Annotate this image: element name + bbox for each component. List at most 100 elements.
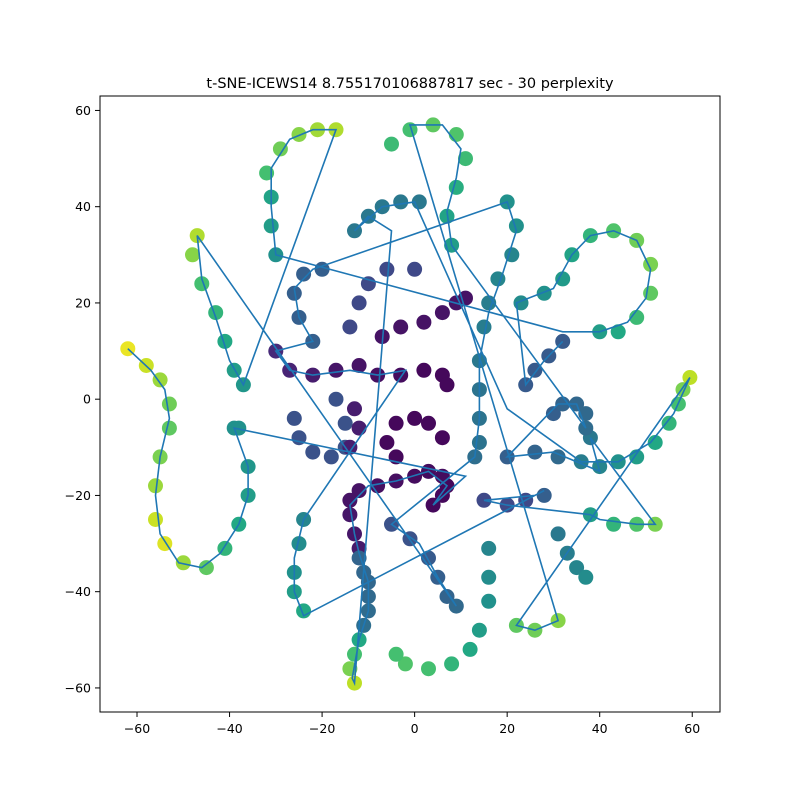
scatter-markers	[120, 117, 698, 691]
scatter-point	[458, 151, 473, 167]
scatter-point	[439, 377, 455, 393]
scatter-point	[578, 569, 594, 585]
scatter-point	[296, 266, 312, 282]
y-tick-label: −20	[65, 488, 91, 503]
x-tick-label: 60	[684, 721, 700, 736]
scatter-point	[444, 656, 460, 672]
scatter-point	[545, 406, 561, 422]
y-tick-label: −60	[65, 680, 91, 695]
scatter-point	[481, 569, 497, 585]
scatter-point	[434, 430, 450, 446]
scatter-point	[421, 661, 436, 677]
scatter-point	[550, 526, 566, 542]
scatter-point	[148, 512, 163, 527]
scatter-point	[291, 127, 307, 142]
x-tick-label: −20	[309, 721, 335, 736]
scatter-point	[402, 122, 418, 138]
scatter-point	[610, 324, 626, 340]
scatter-point	[471, 622, 487, 638]
scatter-point	[481, 540, 497, 556]
y-tick-label: −40	[65, 584, 91, 599]
scatter-point	[342, 507, 358, 523]
series-line	[127, 124, 691, 687]
scatter-point	[416, 314, 432, 330]
scatter-point	[421, 415, 436, 431]
scatter-point	[393, 194, 409, 210]
scatter-point	[476, 319, 492, 335]
scatter-point	[458, 290, 473, 306]
scatter-point	[481, 295, 497, 311]
scatter-point	[351, 295, 367, 311]
scatter-point	[337, 415, 353, 431]
scatter-point	[439, 589, 455, 604]
scatter-point	[416, 362, 432, 378]
scatter-point	[448, 127, 464, 142]
x-tick-label: 20	[499, 721, 515, 736]
y-axis: −60 −40 −20 0 20 40 60	[65, 103, 100, 695]
scatter-point	[347, 646, 362, 662]
scatter-point	[434, 305, 450, 321]
y-tick-label: 60	[75, 103, 91, 118]
scatter-point	[448, 179, 464, 195]
scatter-point	[397, 656, 413, 672]
x-tick-label: 40	[592, 721, 608, 736]
x-tick-label: −40	[216, 721, 242, 736]
scatter-point	[536, 285, 552, 301]
scatter-point	[161, 420, 177, 436]
scatter-point	[342, 492, 358, 508]
scatter-point	[384, 136, 399, 152]
plot-area	[99, 95, 721, 713]
scatter-point	[263, 218, 279, 234]
scatter-point	[286, 410, 302, 426]
y-tick-label: 20	[75, 295, 91, 310]
scatter-point	[629, 309, 645, 325]
y-tick-label: 0	[83, 392, 91, 407]
x-axis: −60 −40 −20 0 20 40 60	[124, 712, 700, 736]
scatter-point	[351, 550, 367, 566]
scatter-point	[175, 555, 191, 571]
scatter-point	[462, 641, 478, 657]
scatter-point	[569, 560, 585, 576]
scatter-point	[217, 333, 233, 349]
scatter-point	[305, 444, 321, 460]
chart-title: t-SNE-ICEWS14 8.755170106887817 sec - 30…	[206, 76, 614, 92]
scatter-point	[351, 358, 367, 373]
scatter-point	[407, 261, 423, 277]
scatter-point	[527, 444, 543, 460]
scatter-point	[393, 319, 409, 335]
scatter-point	[407, 410, 423, 426]
scatter-point	[661, 415, 677, 431]
scatter-point	[198, 560, 214, 576]
scatter-point	[379, 435, 395, 450]
scatter-point	[185, 247, 200, 263]
scatter-point	[388, 415, 404, 431]
scatter-point	[481, 593, 497, 609]
scatter-point	[347, 401, 362, 417]
x-tick-label: 0	[411, 721, 419, 736]
scatter-point	[148, 478, 163, 494]
scatter-point	[328, 362, 344, 378]
scatter-point	[471, 435, 487, 450]
scatter-point	[379, 261, 395, 277]
scatter-point	[323, 449, 339, 465]
scatter-point	[351, 420, 367, 436]
scatter-point	[508, 218, 524, 234]
scatter-point	[291, 536, 307, 552]
scatter-point	[259, 165, 275, 181]
scatter-point	[527, 362, 543, 378]
plot-background	[100, 96, 720, 712]
scatter-point	[328, 391, 344, 407]
scatter-point	[152, 372, 168, 388]
scatter-point	[555, 271, 571, 287]
scatter-point	[342, 319, 358, 335]
y-tick-label: 40	[75, 199, 91, 214]
scatter-point	[536, 487, 552, 503]
scatter-point	[647, 435, 663, 450]
scatter-point	[272, 141, 288, 157]
plot-frame	[99, 95, 721, 713]
scatter-point	[606, 516, 622, 532]
scatter-point	[351, 483, 367, 499]
x-tick-label: −60	[124, 721, 150, 736]
scatter-point	[388, 646, 404, 662]
